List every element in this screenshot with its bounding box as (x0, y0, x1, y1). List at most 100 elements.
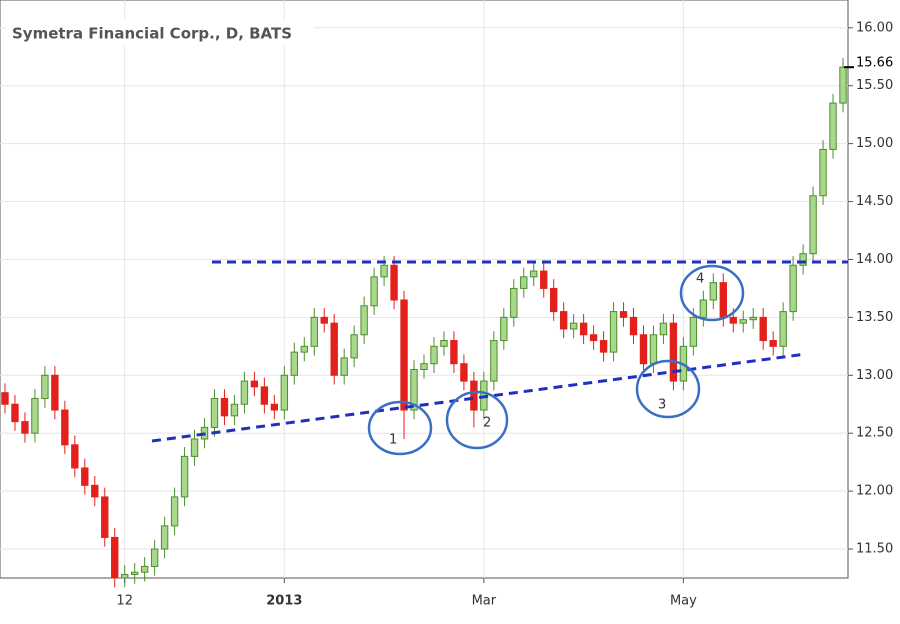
annotation-circle (635, 359, 701, 419)
candle-body (270, 403, 279, 411)
candle-body (310, 316, 318, 347)
candle-body (150, 548, 159, 567)
annotation-circle (445, 390, 509, 450)
candle-body (799, 253, 807, 266)
candle-body (330, 322, 338, 376)
candle-body (569, 322, 578, 330)
candle-body (11, 403, 19, 423)
candle-body (530, 270, 538, 278)
candle-body (340, 357, 348, 376)
candle-body (669, 322, 678, 382)
candle-body (350, 334, 358, 359)
candle-body (639, 334, 648, 365)
annotation-label: 4 (696, 272, 704, 287)
candle-body (390, 264, 398, 301)
candle-body (300, 345, 308, 353)
candle-body (749, 316, 757, 321)
candle-body (51, 374, 59, 411)
candle-body (709, 282, 718, 301)
candle-body (430, 345, 438, 365)
y-tick-label: 15.50 (856, 78, 893, 93)
candle-body (400, 299, 408, 411)
candle-body (420, 363, 428, 371)
x-tick-label: Mar (472, 594, 497, 609)
candle-body (819, 148, 827, 197)
candle-body (699, 299, 708, 318)
candle-body (91, 484, 99, 498)
candle-body (779, 311, 787, 347)
candle-body (121, 574, 129, 579)
candle-body (490, 340, 498, 382)
candle-body (540, 270, 548, 289)
candle-body (809, 195, 817, 255)
candle-body (579, 322, 588, 336)
candle-body (470, 380, 478, 411)
candle-body (659, 322, 668, 336)
candle-body (739, 319, 747, 324)
candle-body (71, 444, 79, 469)
y-tick-label: 16.00 (856, 20, 893, 35)
candle-body (829, 102, 837, 150)
y-tick-label: 14.00 (856, 252, 893, 267)
candle-body (210, 397, 219, 428)
candle-body (160, 525, 169, 550)
candle-body (410, 369, 418, 411)
candle-body (320, 316, 328, 324)
candle-body (81, 467, 89, 486)
candle-body (1, 392, 9, 405)
y-tick-label: 15.00 (856, 136, 893, 151)
candle-body (619, 311, 628, 318)
candle-body (789, 264, 797, 313)
candle-body (250, 380, 259, 388)
candle-body (500, 316, 508, 342)
annotation-label: 3 (658, 398, 666, 413)
candle-body (101, 496, 109, 538)
candle-body (41, 374, 49, 399)
candle-body (230, 403, 239, 417)
candle-body (689, 316, 698, 347)
candle-body (649, 334, 658, 365)
annotation-label: 2 (483, 416, 491, 431)
annotation-label: 1 (389, 433, 397, 448)
candle-body (370, 276, 378, 307)
plot-area (0, 0, 849, 579)
candle-body (380, 264, 388, 278)
y-tick-label: 12.50 (856, 426, 893, 441)
y-tick-label: 11.50 (856, 542, 893, 557)
candle-body (31, 397, 39, 434)
candle-body (190, 438, 199, 457)
candle-body (769, 340, 777, 347)
candle-body (609, 311, 618, 353)
y-tick-label: 14.50 (856, 194, 893, 209)
annotation-circle (367, 400, 433, 456)
x-tick-label: 12 (116, 594, 133, 609)
candle-body (140, 565, 149, 573)
candle-body (21, 421, 29, 434)
chart-title: Symetra Financial Corp., D, BATS (12, 25, 292, 43)
candle-body (360, 305, 368, 336)
candle-body (759, 316, 767, 342)
candle-body (510, 287, 518, 318)
candle-body (61, 409, 69, 446)
candle-body (220, 397, 229, 417)
candle-body (450, 340, 458, 365)
x-tick-label: 2013 (266, 594, 302, 609)
candle-body (170, 496, 179, 527)
candle-body (260, 386, 269, 405)
candle-body (130, 571, 139, 576)
y-tick-label: 13.00 (856, 368, 893, 383)
candle-body (280, 374, 289, 411)
candle-body (559, 311, 568, 330)
candle-body (839, 66, 847, 104)
candle-body (440, 340, 448, 347)
candle-body (729, 316, 737, 324)
candle-body (719, 282, 727, 318)
y-tick-label: 13.50 (856, 310, 893, 325)
candle-body (111, 536, 119, 579)
candle-body (599, 340, 608, 353)
candle-body (460, 363, 468, 382)
candle-body (629, 316, 638, 336)
support-line (151, 352, 807, 443)
candle-body (550, 287, 558, 313)
